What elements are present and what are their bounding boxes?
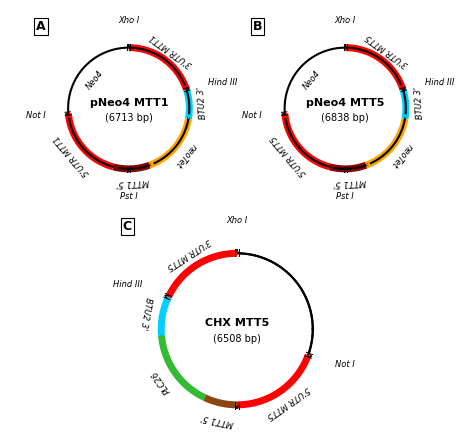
- Text: (6508 bp): (6508 bp): [213, 333, 261, 344]
- Text: pNeo4 MTT5: pNeo4 MTT5: [306, 97, 384, 108]
- Text: Pst I: Pst I: [120, 192, 137, 201]
- Text: 5'UTR MTT5: 5'UTR MTT5: [265, 384, 311, 420]
- Text: Neo4: Neo4: [85, 69, 106, 91]
- Text: Hind III: Hind III: [208, 78, 237, 87]
- Text: B: B: [253, 20, 262, 33]
- Text: C: C: [123, 220, 132, 233]
- Text: BTU2 3': BTU2 3': [139, 296, 153, 330]
- Text: 5'UTR MTT5: 5'UTR MTT5: [269, 134, 308, 178]
- Text: 3'UTR MTT5: 3'UTR MTT5: [165, 236, 212, 271]
- Text: Xho I: Xho I: [335, 16, 356, 25]
- Text: (6838 bp): (6838 bp): [321, 113, 369, 123]
- Text: MTT1 5': MTT1 5': [116, 177, 149, 187]
- Text: Pst I: Pst I: [337, 192, 354, 201]
- Text: MTT1 5': MTT1 5': [201, 412, 235, 427]
- Text: Neo4: Neo4: [301, 69, 322, 91]
- Text: pNeo4 MTT1: pNeo4 MTT1: [90, 97, 168, 108]
- Text: CHX MTT5: CHX MTT5: [205, 318, 269, 329]
- Text: Not I: Not I: [242, 111, 262, 120]
- Text: MTT1 5': MTT1 5': [332, 177, 366, 187]
- Text: A: A: [36, 20, 46, 33]
- Text: Xho I: Xho I: [227, 216, 247, 225]
- Text: BTU2 3': BTU2 3': [413, 87, 425, 120]
- Text: neoTet: neoTet: [390, 142, 414, 169]
- Text: Hind III: Hind III: [113, 281, 142, 289]
- Text: 3'UTR MTT5: 3'UTR MTT5: [365, 32, 410, 69]
- Text: Not I: Not I: [26, 111, 46, 120]
- Text: 5'UTR MTT1: 5'UTR MTT1: [53, 134, 91, 178]
- Text: 3'UTR MTT1: 3'UTR MTT1: [148, 32, 194, 69]
- Text: (6713 bp): (6713 bp): [105, 113, 153, 123]
- Text: Xho I: Xho I: [118, 16, 139, 25]
- Text: Not I: Not I: [335, 360, 355, 369]
- Text: BTU2 3': BTU2 3': [197, 87, 208, 120]
- Text: neoTet: neoTet: [173, 142, 198, 169]
- Text: PLC26: PLC26: [150, 369, 173, 395]
- Text: Hind III: Hind III: [425, 78, 454, 87]
